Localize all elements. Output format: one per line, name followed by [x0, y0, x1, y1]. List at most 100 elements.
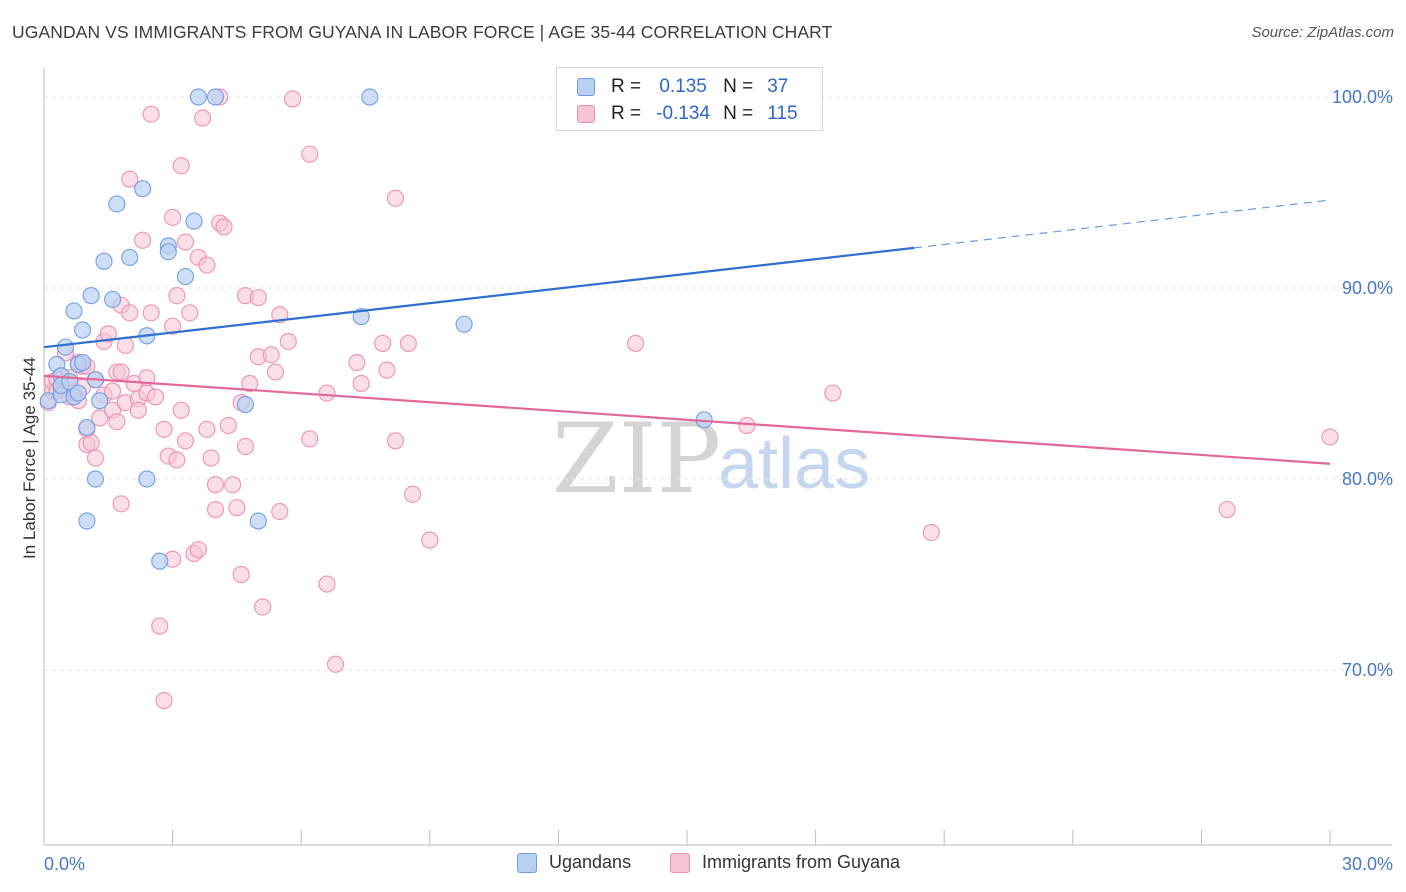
guyana-point: [155, 691, 173, 710]
guyana-point: [164, 208, 182, 226]
guyana-point: [168, 287, 186, 305]
watermark-zip: ZIP: [552, 403, 721, 515]
legend-swatch-blue: [577, 78, 595, 96]
ugandans-point: [91, 392, 109, 410]
guyana-point: [142, 105, 160, 123]
x-ticks: [43, 830, 1331, 845]
guyana-point: [219, 416, 237, 435]
ugandans-point: [73, 353, 92, 372]
ugandans-point: [176, 267, 195, 286]
guyana-point: [108, 413, 126, 431]
guyana-point: [241, 374, 259, 393]
ugandans-point: [133, 180, 152, 198]
ugandans-point: [249, 512, 267, 530]
ugandans-trend-line: [43, 246, 915, 349]
legend-n-value: 37: [767, 76, 789, 97]
guyana-point: [103, 382, 122, 400]
ugandans-point: [185, 212, 203, 230]
y-tick-label: 80.0%: [1342, 469, 1393, 489]
guyana-point: [399, 334, 417, 352]
legend-r-value: -0.134: [656, 103, 711, 124]
legend-n-label: N =: [723, 76, 754, 97]
guyana-point: [249, 288, 267, 307]
guyana-point: [301, 145, 319, 163]
ugandans-point: [73, 321, 92, 339]
guyana-trend-line: [43, 374, 1331, 465]
guyana-point: [378, 361, 396, 379]
guyana-point: [922, 523, 940, 542]
guyana-point: [86, 449, 105, 467]
guyana-point: [262, 346, 280, 364]
legend-row-guyana: R = -0.134 N = 115: [577, 102, 798, 126]
legend-n-label: N =: [723, 103, 754, 124]
guyana-point: [172, 157, 190, 175]
guyana-point: [116, 336, 135, 354]
y-tick-label: 90.0%: [1342, 278, 1393, 298]
ugandans-point: [121, 248, 139, 267]
y-tick-label: 100.0%: [1332, 87, 1393, 107]
guyana-point: [198, 256, 216, 274]
guyana-point: [284, 90, 302, 108]
guyana-point: [404, 485, 422, 503]
ugandans-point: [95, 252, 113, 270]
guyana-point: [121, 170, 139, 188]
source-credit: Source: ZipAtlas.com: [1251, 24, 1394, 41]
guyana-point: [142, 304, 160, 322]
legend-row-ugandans: R = 0.135 N = 37: [577, 75, 788, 99]
guyana-point: [824, 384, 842, 402]
x-tick-label-min: 0.0%: [44, 854, 85, 874]
guyana-point: [168, 451, 186, 469]
legend-n-value: 115: [767, 103, 798, 124]
y-tick-labels: 70.0% 80.0% 90.0% 100.0%: [1332, 87, 1393, 680]
ugandans-point: [206, 88, 225, 106]
ugandans-point: [455, 315, 473, 333]
guyana-point: [301, 430, 319, 448]
ugandans-point: [69, 384, 87, 402]
ugandans-point: [361, 88, 379, 106]
guyana-point: [326, 655, 345, 673]
ugandans-point: [108, 195, 126, 213]
guyana-point: [176, 233, 195, 251]
watermark: ZIP atlas: [552, 403, 870, 515]
legend-swatch-ugandans: [517, 852, 537, 873]
y-tick-label: 70.0%: [1342, 660, 1393, 680]
guyana-point: [146, 388, 165, 406]
guyana-point: [121, 304, 139, 322]
guyana-point: [626, 334, 645, 352]
guyana-point: [91, 409, 109, 427]
guyana-point: [112, 363, 130, 381]
guyana-point: [198, 420, 216, 438]
guyana-point: [348, 353, 366, 372]
guyana-point: [172, 401, 190, 419]
legend-r-label: R =: [611, 76, 642, 97]
guyana-point: [202, 449, 220, 467]
legend-swatch-guyana: [670, 852, 690, 873]
guyana-point: [228, 499, 246, 517]
guyana-point: [112, 495, 130, 513]
guyana-point: [129, 401, 147, 419]
chart-title: UGANDAN VS IMMIGRANTS FROM GUYANA IN LAB…: [12, 22, 833, 42]
guyana-point: [318, 575, 336, 593]
series-legend: Ugandans Immigrants from Guyana: [0, 852, 1406, 876]
y-axis-label: In Labor Force | Age 35-44: [20, 357, 39, 559]
ugandans-point: [151, 552, 169, 570]
guyana-point: [279, 332, 297, 351]
correlation-legend: R = 0.135 N = 37 R = -0.134 N = 115: [556, 67, 823, 131]
guyana-point: [181, 304, 199, 322]
guyana-point: [266, 363, 285, 381]
guyana-point: [232, 565, 250, 584]
guyana-point: [164, 317, 182, 335]
legend-r-value: 0.135: [659, 76, 707, 97]
x-tick-label-max: 30.0%: [1342, 854, 1393, 874]
legend-swatch-pink: [577, 105, 595, 123]
guyana-point: [1218, 500, 1236, 519]
ugandans-trend-extension: [914, 199, 1331, 249]
guyana-point: [151, 617, 169, 635]
ugandans-point: [189, 88, 207, 106]
legend-item-guyana: Immigrants from Guyana: [670, 852, 900, 873]
guyana-point: [189, 541, 207, 559]
ugandans-point: [56, 338, 75, 356]
series-guyana-points: [39, 88, 1339, 710]
ugandans-point: [86, 470, 105, 488]
